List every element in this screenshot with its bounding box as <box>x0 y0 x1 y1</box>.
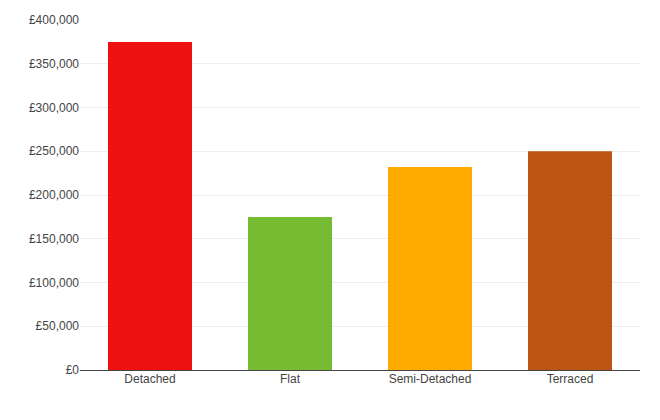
svg-text:£200,000: £200,000 <box>29 188 79 202</box>
svg-text:£350,000: £350,000 <box>29 57 79 71</box>
svg-text:£0: £0 <box>66 363 80 377</box>
svg-text:Semi-Detached: Semi-Detached <box>389 372 472 386</box>
svg-text:£250,000: £250,000 <box>29 144 79 158</box>
svg-text:£100,000: £100,000 <box>29 276 79 290</box>
svg-text:£300,000: £300,000 <box>29 101 79 115</box>
svg-text:Flat: Flat <box>280 372 301 386</box>
svg-text:Terraced: Terraced <box>547 372 594 386</box>
svg-text:£400,000: £400,000 <box>29 13 79 27</box>
svg-text:£150,000: £150,000 <box>29 232 79 246</box>
svg-text:£50,000: £50,000 <box>36 319 80 333</box>
svg-text:Detached: Detached <box>124 372 175 386</box>
